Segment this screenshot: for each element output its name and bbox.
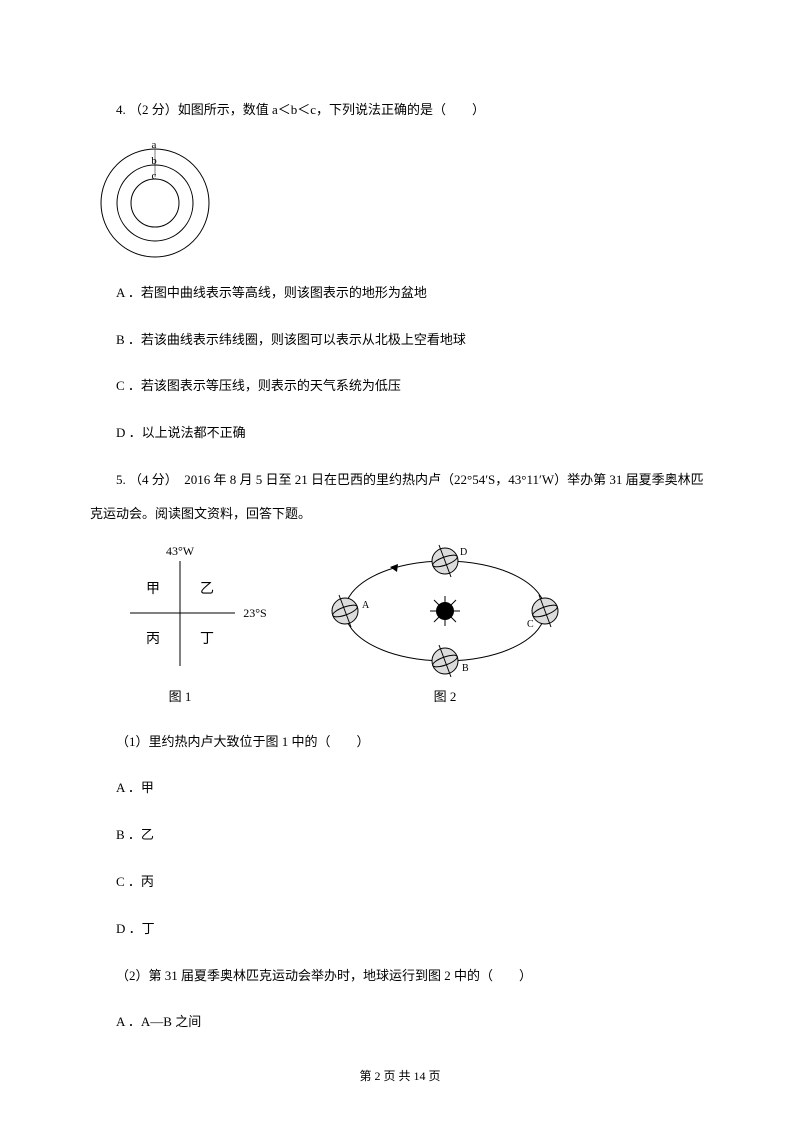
figure-quadrant: 43°W 23°S 甲 乙 丙 丁 图 1 bbox=[120, 541, 270, 711]
globe-b: B bbox=[431, 645, 469, 677]
globe-a: A bbox=[331, 595, 370, 627]
q4-option-b: B ．若该曲线表示纬线圈，则该图可以表示从北极上空看地球 bbox=[90, 323, 710, 357]
figure-orbit: A B C D 图 2 bbox=[330, 541, 560, 711]
svg-text:B: B bbox=[462, 663, 469, 674]
q5-sub1-a: A ．甲 bbox=[90, 771, 710, 805]
q5-sub1-d: D ．丁 bbox=[90, 912, 710, 946]
fig1-se: 丁 bbox=[200, 632, 214, 647]
fig2-caption: 图 2 bbox=[434, 689, 457, 704]
q4-option-c: C ．若该图表示等压线，则表示的天气系统为低压 bbox=[90, 369, 710, 403]
globe-d: D bbox=[431, 545, 467, 577]
q5-sub1-stem: （1）里约热内卢大致位于图 1 中的（ ） bbox=[90, 725, 710, 759]
q5-sub2-stem: （2）第 31 届夏季奥林匹克运动会举办时，地球运行到图 2 中的（ ） bbox=[90, 959, 710, 993]
fig1-caption: 图 1 bbox=[169, 689, 192, 704]
q5-sub1-c: C ．丙 bbox=[90, 865, 710, 899]
globe-c: C bbox=[527, 595, 559, 630]
page-footer: 第 2 页 共 14 页 bbox=[0, 1061, 800, 1092]
fig1-right-label: 23°S bbox=[243, 606, 266, 620]
question-5-stem: 5. （4 分） 2016 年 8 月 5 日至 21 日在巴西的里约热内卢（2… bbox=[90, 463, 710, 531]
fig1-nw: 甲 bbox=[146, 582, 160, 597]
svg-text:A: A bbox=[362, 600, 370, 611]
circle-label-c: c bbox=[152, 170, 157, 182]
figure-concentric-circles: a b c bbox=[90, 133, 710, 263]
q5-sub1-b: B ．乙 bbox=[90, 818, 710, 852]
figures-row: 43°W 23°S 甲 乙 丙 丁 图 1 A B bbox=[120, 541, 710, 711]
q4-option-a: A ．若图中曲线表示等高线，则该图表示的地形为盆地 bbox=[90, 276, 710, 310]
circle-label-a: a bbox=[152, 139, 157, 151]
circle-label-b: b bbox=[151, 155, 157, 167]
fig1-sw: 丙 bbox=[146, 632, 160, 647]
fig1-ne: 乙 bbox=[200, 581, 214, 597]
q5-sub2-a: A ．A—B 之间 bbox=[90, 1005, 710, 1039]
q4-option-d: D ．以上说法都不正确 bbox=[90, 416, 710, 450]
svg-text:C: C bbox=[527, 619, 534, 630]
question-4-stem: 4. （2 分）如图所示，数值 a＜b＜c，下列说法正确的是（ ） bbox=[90, 93, 710, 127]
fig1-top-label: 43°W bbox=[166, 544, 195, 558]
svg-text:D: D bbox=[460, 547, 467, 558]
